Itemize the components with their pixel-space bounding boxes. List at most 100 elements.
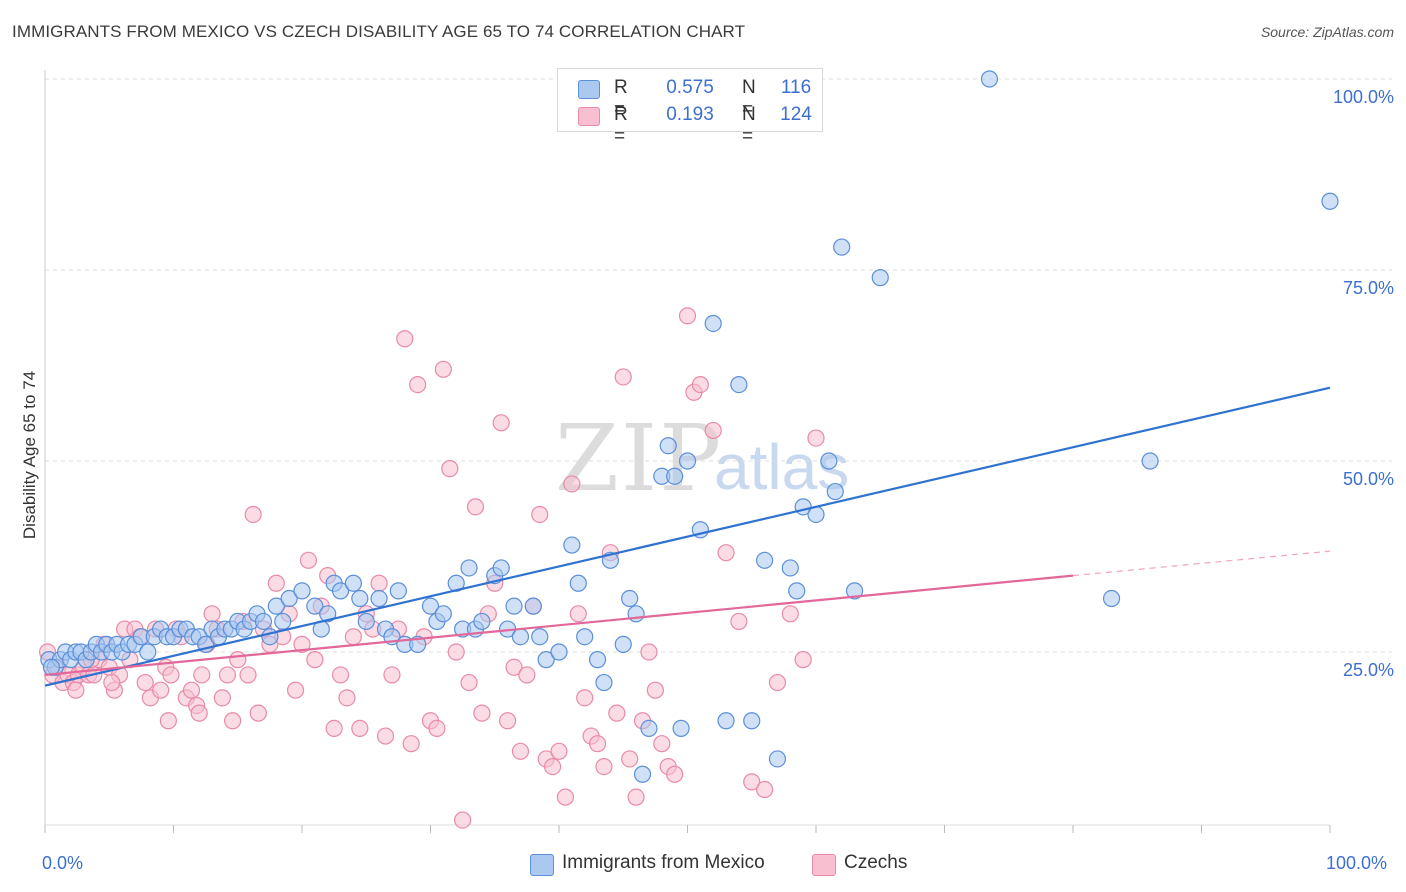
point-mexico (833, 238, 851, 256)
n-value: 116 (780, 77, 812, 98)
point-czechs (103, 673, 121, 692)
point-mexico (633, 765, 652, 783)
point-czechs (182, 681, 201, 699)
legend-swatch-pink (578, 107, 600, 126)
y-tick-50: 50.0% (1342, 469, 1394, 489)
point-czechs (743, 773, 761, 791)
point-czechs (351, 719, 369, 738)
point-czechs (608, 704, 626, 722)
point-mexico (704, 314, 722, 333)
point-czechs (306, 651, 324, 669)
point-czechs (447, 643, 465, 661)
point-czechs (691, 376, 709, 394)
point-mexico (280, 589, 298, 608)
point-czechs (409, 376, 427, 394)
point-mexico (826, 482, 844, 501)
point-mexico (319, 605, 337, 623)
point-mexico (980, 70, 999, 88)
point-czechs (576, 689, 594, 707)
point-czechs (402, 735, 420, 753)
point-czechs (492, 414, 510, 432)
point-czechs (434, 360, 452, 378)
point-mexico (717, 712, 735, 730)
point-czechs (454, 811, 472, 829)
point-mexico (473, 612, 491, 631)
point-mexico (871, 269, 889, 287)
point-mexico (511, 628, 530, 646)
point-mexico (820, 452, 838, 470)
point-mexico (1102, 589, 1121, 608)
x-tick-max: 100.0% (1326, 853, 1388, 873)
series-legend: Immigrants from Mexico Czechs (0, 852, 1406, 876)
point-czechs (229, 651, 247, 669)
r-value: 0.575 (666, 77, 714, 98)
point-czechs (428, 719, 446, 738)
point-mexico (845, 582, 864, 600)
source-credit: Source: ZipAtlas.com (1260, 24, 1394, 40)
point-mexico (640, 719, 658, 738)
point-czechs (190, 704, 208, 722)
point-mexico (659, 437, 677, 455)
n-label: N = (742, 104, 756, 147)
point-czechs (293, 635, 311, 653)
r-label: R = (614, 104, 628, 147)
point-mexico (460, 559, 478, 577)
point-czechs (768, 673, 787, 692)
point-czechs (159, 712, 177, 730)
point-czechs (569, 605, 587, 623)
point-mexico (254, 612, 273, 631)
point-czechs (376, 727, 395, 745)
point-czechs (203, 605, 221, 623)
point-mexico (666, 467, 684, 485)
point-czechs (162, 666, 180, 684)
trendline-mexico (44, 386, 1331, 687)
n-label: N = (742, 77, 756, 120)
point-mexico (274, 612, 292, 631)
point-czechs (653, 735, 671, 753)
trendline-czechs (44, 574, 1074, 677)
point-mexico (139, 643, 157, 661)
point-mexico (370, 589, 388, 608)
point-czechs (543, 757, 562, 776)
chart-title: IMMIGRANTS FROM MEXICO VS CZECH DISABILI… (12, 22, 746, 41)
point-mexico (621, 589, 639, 608)
point-czechs (213, 689, 231, 707)
point-czechs (755, 780, 774, 799)
point-mexico (357, 612, 375, 631)
point-mexico (788, 582, 806, 600)
point-czechs (218, 666, 237, 684)
point-czechs (299, 551, 318, 569)
point-mexico (755, 551, 774, 569)
point-czechs (704, 421, 722, 440)
point-mexico (434, 605, 452, 623)
point-czechs (627, 788, 645, 806)
point-mexico (389, 582, 407, 600)
point-mexico (492, 559, 510, 577)
point-mexico (293, 582, 311, 600)
legend-swatch-pink (812, 854, 836, 876)
point-mexico (730, 376, 748, 394)
point-mexico (781, 559, 799, 577)
point-czechs (396, 330, 414, 348)
point-czechs (511, 742, 530, 760)
point-czechs (267, 574, 285, 592)
point-czechs (466, 498, 485, 516)
point-mexico (1141, 452, 1159, 470)
point-czechs (244, 505, 262, 524)
point-czechs (239, 666, 257, 684)
point-mexico (595, 673, 613, 692)
point-mexico (768, 750, 787, 768)
point-mexico (306, 597, 324, 615)
point-czechs (505, 658, 523, 676)
point-mexico (563, 536, 581, 554)
point-czechs (136, 673, 154, 692)
point-czechs (550, 742, 568, 760)
point-czechs (286, 681, 305, 699)
point-czechs (460, 673, 478, 692)
point-mexico (588, 651, 607, 669)
point-czechs (730, 612, 748, 631)
y-tick-100: 100.0% (1332, 87, 1394, 107)
point-czechs (588, 735, 607, 753)
point-mexico (614, 635, 632, 653)
